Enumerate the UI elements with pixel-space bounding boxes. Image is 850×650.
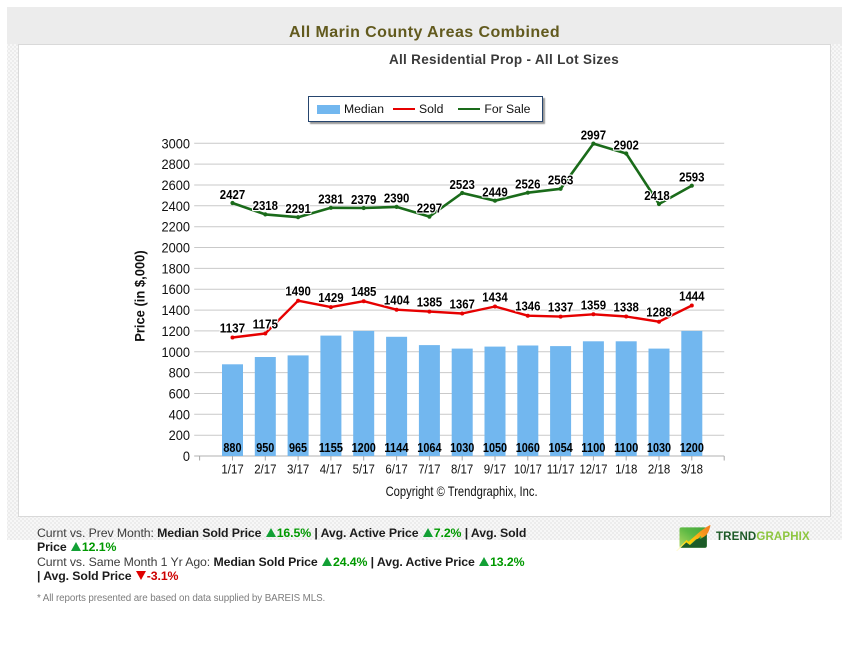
- svg-text:1137: 1137: [220, 321, 245, 336]
- svg-text:1064: 1064: [417, 440, 442, 455]
- svg-text:2563: 2563: [548, 173, 573, 188]
- svg-text:2427: 2427: [220, 187, 245, 202]
- svg-text:1346: 1346: [515, 299, 540, 314]
- svg-text:2318: 2318: [253, 198, 278, 213]
- svg-text:1400: 1400: [162, 302, 191, 318]
- svg-text:880: 880: [223, 440, 241, 455]
- svg-text:3/17: 3/17: [287, 462, 309, 477]
- svg-text:1288: 1288: [646, 305, 671, 320]
- svg-text:2997: 2997: [581, 127, 606, 142]
- svg-text:1050: 1050: [483, 440, 507, 455]
- svg-text:1490: 1490: [285, 284, 310, 299]
- svg-text:2291: 2291: [285, 201, 310, 216]
- svg-text:1434: 1434: [482, 290, 508, 305]
- svg-text:1200: 1200: [352, 440, 376, 455]
- svg-text:1800: 1800: [162, 260, 191, 276]
- svg-text:1100: 1100: [614, 440, 638, 455]
- svg-text:9/17: 9/17: [484, 462, 506, 477]
- svg-text:10/17: 10/17: [514, 462, 542, 477]
- svg-text:7/17: 7/17: [418, 462, 440, 477]
- svg-text:Copyright © Trendgraphix, Inc.: Copyright © Trendgraphix, Inc.: [386, 483, 538, 499]
- svg-text:1030: 1030: [450, 440, 474, 455]
- svg-text:1175: 1175: [253, 317, 278, 332]
- svg-text:965: 965: [289, 440, 307, 455]
- svg-text:8/17: 8/17: [451, 462, 473, 477]
- svg-text:1200: 1200: [680, 440, 704, 455]
- svg-text:2523: 2523: [450, 177, 475, 192]
- svg-text:2526: 2526: [515, 177, 540, 192]
- svg-text:3/18: 3/18: [681, 462, 703, 477]
- svg-text:1054: 1054: [549, 440, 574, 455]
- svg-text:0: 0: [183, 448, 190, 464]
- svg-text:2/18: 2/18: [648, 462, 670, 477]
- svg-text:1200: 1200: [162, 323, 191, 339]
- svg-text:1000: 1000: [162, 344, 191, 360]
- svg-text:3000: 3000: [162, 135, 191, 151]
- svg-text:1030: 1030: [647, 440, 671, 455]
- svg-text:1385: 1385: [417, 295, 442, 310]
- svg-text:5/17: 5/17: [353, 462, 375, 477]
- svg-text:4/17: 4/17: [320, 462, 342, 477]
- svg-text:1404: 1404: [384, 293, 410, 308]
- svg-text:1429: 1429: [318, 290, 343, 305]
- svg-text:1485: 1485: [351, 284, 376, 299]
- svg-text:2000: 2000: [162, 240, 191, 256]
- svg-text:950: 950: [256, 440, 274, 455]
- svg-text:11/17: 11/17: [547, 462, 575, 477]
- svg-text:1060: 1060: [516, 440, 540, 455]
- svg-text:6/17: 6/17: [385, 462, 407, 477]
- svg-text:2297: 2297: [417, 200, 442, 215]
- svg-text:800: 800: [169, 365, 191, 381]
- svg-text:1100: 1100: [581, 440, 605, 455]
- svg-text:1337: 1337: [548, 300, 573, 315]
- svg-text:2400: 2400: [162, 198, 191, 214]
- svg-text:Price (in $,000): Price (in $,000): [132, 250, 147, 341]
- svg-text:12/17: 12/17: [580, 462, 608, 477]
- svg-text:1359: 1359: [581, 297, 606, 312]
- svg-text:2381: 2381: [318, 192, 343, 207]
- svg-text:1367: 1367: [450, 297, 475, 312]
- svg-text:1/17: 1/17: [221, 462, 243, 477]
- svg-text:400: 400: [169, 406, 191, 422]
- svg-text:2390: 2390: [384, 191, 409, 206]
- svg-text:2593: 2593: [679, 170, 704, 185]
- svg-text:2600: 2600: [162, 177, 191, 193]
- svg-text:2418: 2418: [644, 188, 669, 203]
- svg-text:1338: 1338: [614, 300, 639, 315]
- svg-text:2449: 2449: [482, 185, 507, 200]
- svg-text:2379: 2379: [351, 192, 376, 207]
- svg-text:2200: 2200: [162, 219, 191, 235]
- svg-text:2800: 2800: [162, 156, 191, 172]
- svg-text:200: 200: [169, 427, 191, 443]
- svg-text:1600: 1600: [162, 281, 191, 297]
- svg-text:2902: 2902: [614, 137, 639, 152]
- svg-text:2/17: 2/17: [254, 462, 276, 477]
- svg-text:1444: 1444: [679, 289, 705, 304]
- svg-text:600: 600: [169, 386, 191, 402]
- svg-text:1/18: 1/18: [615, 462, 637, 477]
- svg-text:1155: 1155: [319, 440, 343, 455]
- svg-text:1144: 1144: [384, 440, 409, 455]
